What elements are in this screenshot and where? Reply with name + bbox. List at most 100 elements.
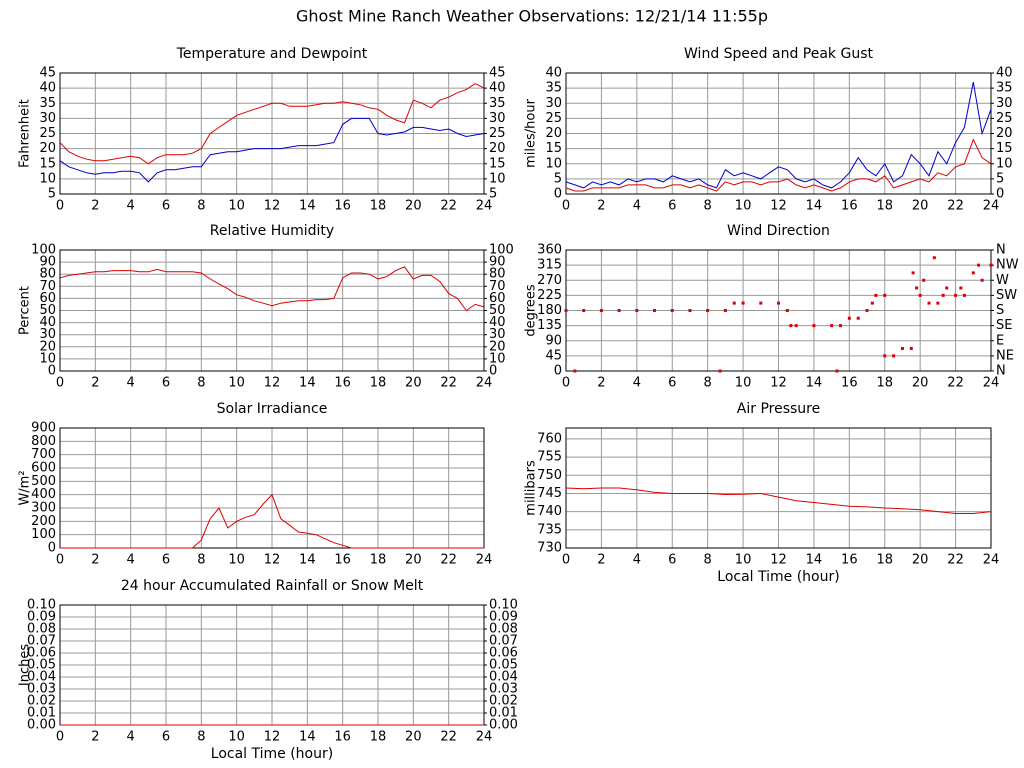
y2-tick-label: 15	[489, 156, 506, 171]
x-tick-label: 8	[197, 376, 205, 391]
x-axis-label: Local Time (hour)	[211, 746, 333, 762]
y-tick-label: 700	[31, 447, 56, 462]
y-tick-label: 740	[537, 504, 562, 519]
data-point	[962, 293, 966, 297]
y-tick-label: 315	[537, 258, 562, 273]
chart-title: Wind Speed and Peak Gust	[684, 46, 873, 62]
y-tick-label: 15	[39, 156, 56, 171]
x-tick-label: 2	[91, 376, 99, 391]
y-tick-label: 0.04	[27, 670, 56, 685]
y-tick-label: 10	[39, 351, 56, 366]
y-tick-label: 0.09	[27, 610, 56, 625]
x-tick-label: 12	[264, 553, 281, 568]
data-point	[732, 301, 736, 305]
x-tick-label: 16	[334, 730, 351, 745]
y2-tick-label: 30	[489, 111, 506, 126]
x-tick-label: 0	[56, 376, 64, 391]
y2-tick-label: E	[996, 333, 1004, 348]
y2-tick-label: 0.03	[489, 682, 518, 697]
y2-tick-label: 0	[996, 187, 1004, 202]
x-tick-label: 24	[983, 553, 1000, 568]
y-tick-label: 0	[554, 364, 562, 379]
x-tick-label: 10	[735, 199, 752, 214]
x-tick-label: 6	[162, 199, 170, 214]
y2-tick-label: 30	[489, 327, 506, 342]
data-point	[718, 369, 722, 373]
data-point	[900, 346, 904, 350]
data-line	[565, 487, 992, 514]
y-tick-label: 735	[537, 522, 562, 537]
x-tick-label: 8	[197, 730, 205, 745]
y2-tick-label: NW	[996, 258, 1019, 273]
data-point	[617, 309, 621, 312]
y2-tick-label: 0.08	[489, 622, 518, 637]
data-point	[918, 293, 922, 297]
x-tick-label: 24	[983, 376, 1000, 391]
x-tick-label: 6	[668, 376, 676, 391]
y-tick-label: 50	[39, 303, 56, 318]
x-tick-label: 10	[228, 553, 245, 568]
y2-tick-label: 25	[489, 126, 506, 141]
x-tick-label: 12	[264, 376, 281, 391]
chart-title: Air Pressure	[737, 401, 820, 417]
x-tick-label: 24	[476, 553, 493, 568]
y-tick-label: 500	[31, 474, 56, 489]
x-tick-label: 4	[633, 553, 641, 568]
y-tick-label: 225	[537, 288, 562, 303]
y-tick-label: 730	[537, 541, 562, 556]
x-tick-label: 6	[668, 553, 676, 568]
data-line	[565, 138, 992, 192]
data-line	[60, 493, 484, 549]
x-tick-label: 8	[704, 376, 712, 391]
x-tick-label: 0	[562, 199, 570, 214]
y-tick-label: 30	[39, 327, 56, 342]
x-tick-label: 2	[91, 199, 99, 214]
x-tick-label: 10	[228, 730, 245, 745]
plot-frame	[565, 72, 992, 195]
data-point	[785, 309, 789, 312]
y-tick-label: 0	[48, 364, 56, 379]
y-tick-label: 25	[545, 111, 562, 126]
x-tick-label: 22	[440, 730, 457, 745]
y-tick-label: 0.08	[27, 622, 56, 637]
data-point	[599, 309, 603, 312]
data-point	[759, 301, 763, 305]
y-tick-label: 200	[31, 514, 56, 529]
y2-tick-label: 10	[489, 171, 506, 186]
y2-tick-label: 5	[996, 171, 1004, 186]
x-tick-label: 0	[562, 376, 570, 391]
data-point	[573, 369, 577, 373]
data-line	[59, 117, 485, 183]
x-tick-label: 6	[162, 730, 170, 745]
y-tick-label: 760	[537, 431, 562, 446]
y-tick-label: 25	[39, 126, 56, 141]
data-point	[847, 316, 851, 320]
y2-tick-label: 0.01	[489, 706, 518, 721]
x-tick-label: 16	[841, 199, 858, 214]
y-axis-label: Fahrenheit	[18, 99, 33, 168]
data-point	[980, 278, 984, 282]
y-tick-label: 270	[537, 273, 562, 288]
data-point	[892, 354, 896, 358]
x-tick-label: 4	[127, 553, 135, 568]
data-line	[59, 83, 485, 165]
y-tick-label: 5	[48, 187, 56, 202]
y2-tick-label: 15	[996, 141, 1013, 156]
y-tick-label: 745	[537, 486, 562, 501]
x-tick-label: 0	[56, 730, 64, 745]
y-tick-label: 0.02	[27, 694, 56, 709]
y2-tick-label: 20	[489, 141, 506, 156]
y2-tick-label: 40	[996, 66, 1013, 81]
data-point	[635, 309, 639, 312]
data-point	[789, 324, 793, 328]
y-tick-label: 30	[545, 96, 562, 111]
x-tick-label: 16	[841, 376, 858, 391]
y2-tick-label: 40	[489, 81, 506, 96]
y-axis-label: Percent	[18, 286, 33, 335]
y2-tick-label: 0.05	[489, 658, 518, 673]
x-tick-label: 14	[299, 730, 316, 745]
y-tick-label: 0.00	[27, 718, 56, 733]
data-point	[723, 309, 727, 312]
data-point	[909, 346, 913, 350]
